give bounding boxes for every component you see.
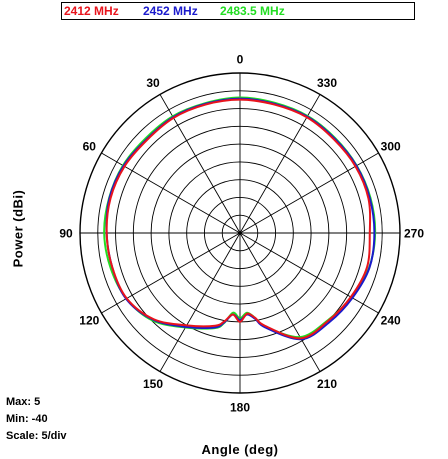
angle-tick-label: 270	[404, 227, 424, 241]
legend-item-2452: 2452 MHz	[143, 4, 198, 18]
angle-tick-label: 60	[83, 140, 97, 154]
angle-tick-labels: 0 30 60 90 120 150 180 210 240 270 300 330	[59, 53, 424, 415]
legend-item-2412: 2412 MHz	[64, 4, 119, 18]
stats-panel: Max: 5 Min: -40 Scale: 5/div	[6, 394, 67, 445]
series-group	[103, 96, 377, 341]
grid-spoke	[239, 232, 379, 314]
x-axis-label: Angle (deg)	[201, 442, 279, 457]
y-axis-label: Power (dBi)	[10, 189, 26, 268]
grid-spoke	[239, 232, 321, 372]
angle-tick-label: 150	[143, 377, 163, 391]
polar-grid	[79, 72, 401, 394]
grid-spoke	[101, 232, 241, 314]
stat-min: Min: -40	[6, 413, 48, 425]
stat-max: Max: 5	[6, 396, 41, 408]
angle-tick-label: 180	[230, 401, 250, 415]
legend: 2412 MHz 2452 MHz 2483.5 MHz	[61, 2, 415, 20]
grid-spoke	[159, 232, 241, 372]
series-line-2412	[105, 98, 372, 340]
angle-tick-label: 300	[381, 140, 401, 154]
angle-tick-label: 210	[317, 377, 337, 391]
angle-tick-label: 30	[146, 76, 160, 90]
angle-tick-label: 90	[59, 227, 73, 241]
legend-item-2483: 2483.5 MHz	[220, 4, 285, 18]
angle-tick-label: 240	[381, 314, 401, 328]
stat-scale: Scale: 5/div	[6, 430, 67, 442]
angle-tick-label: 330	[317, 76, 337, 90]
angle-tick-label: 0	[237, 53, 244, 67]
series-line-2452	[105, 97, 376, 341]
angle-tick-label: 120	[79, 314, 99, 328]
